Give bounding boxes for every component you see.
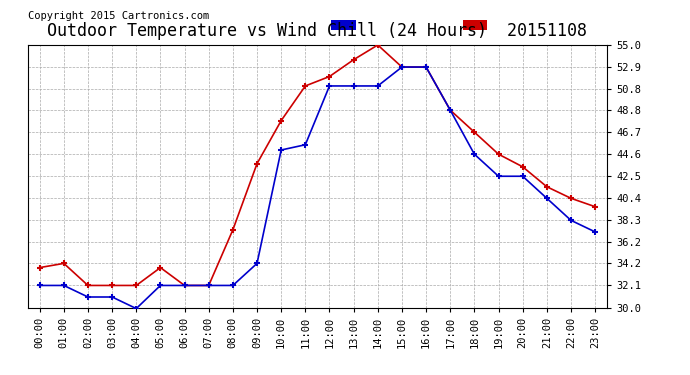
Text: Outdoor Temperature vs Wind Chill (24 Hours)  20151108: Outdoor Temperature vs Wind Chill (24 Ho… [48, 22, 587, 40]
Text: Copyright 2015 Cartronics.com: Copyright 2015 Cartronics.com [28, 11, 209, 21]
Legend: Wind Chill (°F), Temperature (°F): Wind Chill (°F), Temperature (°F) [328, 16, 602, 34]
